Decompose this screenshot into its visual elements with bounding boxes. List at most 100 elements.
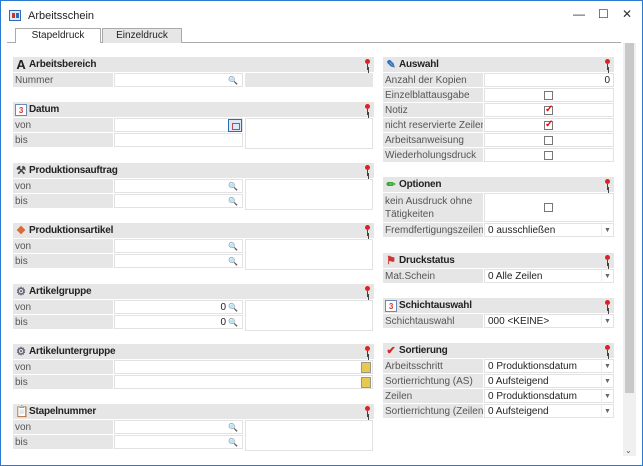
search-icon[interactable]: 🔍 <box>228 438 238 447</box>
artikelgruppe-bis-input[interactable]: 0 🔍 <box>114 315 243 329</box>
section-title: Datum <box>29 104 60 115</box>
field-label: Nummer <box>13 73 113 87</box>
tab-bar: Stapeldruck Einzeldruck <box>7 28 621 44</box>
section-title: Produktionsartikel <box>29 225 114 236</box>
pin-icon[interactable] <box>365 286 371 298</box>
range-info <box>245 300 373 331</box>
vertical-scrollbar[interactable]: ⌄ <box>623 43 636 456</box>
kein-ausdruck-checkbox[interactable] <box>544 203 553 212</box>
search-icon[interactable]: 🔍 <box>228 182 238 191</box>
items-icon: ❖ <box>16 225 26 237</box>
pin-icon[interactable] <box>605 300 611 312</box>
pin-icon[interactable] <box>605 179 611 191</box>
title-bar: Arbeitsschein — ☐ ✕ <box>1 1 642 29</box>
app-icon <box>9 10 21 21</box>
stapelnummer-von-input[interactable]: 🔍 <box>114 420 243 434</box>
calendar-picker-icon[interactable] <box>228 119 242 132</box>
field-label: Wiederholungsdruck <box>383 148 483 162</box>
minimize-button[interactable]: — <box>573 7 585 21</box>
chevron-down-icon[interactable]: ▼ <box>601 270 613 283</box>
field-label: Notiz <box>383 103 483 117</box>
range-info <box>245 420 373 451</box>
field-label: von <box>13 118 113 132</box>
pin-icon[interactable] <box>365 225 371 237</box>
section-artikelgruppe: ⚙ Artikelgruppe von 0 🔍 bis 0 🔍 <box>13 284 374 331</box>
lookup-icon[interactable] <box>361 377 371 388</box>
pin-icon[interactable] <box>365 346 371 358</box>
wiederholungsdruck-checkbox[interactable] <box>544 151 553 160</box>
artikelgruppe-von-input[interactable]: 0 🔍 <box>114 300 243 314</box>
section-title: Schichtauswahl <box>399 300 472 311</box>
search-icon[interactable]: 🔍 <box>228 303 238 312</box>
field-label: von <box>13 300 113 314</box>
close-button[interactable]: ✕ <box>622 7 633 21</box>
section-title: Optionen <box>399 179 442 190</box>
nicht-reservierte-zeilen-checkbox[interactable]: ✓ <box>544 119 554 130</box>
lookup-icon[interactable] <box>361 362 371 373</box>
fremdfertigung-select[interactable]: 0 ausschließen ▼ <box>484 223 614 237</box>
stapelnummer-bis-input[interactable]: 🔍 <box>114 435 243 449</box>
checkbox-cell <box>484 148 614 162</box>
kopien-input[interactable]: 0 <box>484 73 614 87</box>
section-title: Artikeluntergruppe <box>29 346 116 357</box>
chevron-down-icon[interactable]: ▼ <box>601 390 613 403</box>
chevron-down-icon[interactable]: ▼ <box>601 315 613 328</box>
search-icon[interactable]: 🔍 <box>228 197 238 206</box>
einzelblattausgabe-checkbox[interactable] <box>544 91 553 100</box>
tab-stapeldruck[interactable]: Stapeldruck <box>15 28 101 44</box>
mat-schein-select[interactable]: 0 Alle Zeilen ▼ <box>484 269 614 283</box>
search-icon[interactable]: 🔍 <box>228 242 238 251</box>
pin-icon[interactable] <box>365 406 371 418</box>
search-icon[interactable]: 🔍 <box>228 257 238 266</box>
produktionsauftrag-von-input[interactable]: 🔍 <box>114 179 243 193</box>
produktionsartikel-bis-input[interactable]: 🔍 <box>114 254 243 268</box>
pin-icon[interactable] <box>365 59 371 71</box>
datum-bis-input[interactable] <box>114 133 243 147</box>
datum-von-input[interactable] <box>114 118 243 132</box>
chevron-down-icon[interactable]: ▼ <box>601 360 613 373</box>
range-info <box>245 179 373 210</box>
search-icon[interactable]: 🔍 <box>228 423 238 432</box>
artikeluntergruppe-von-input[interactable] <box>114 360 373 374</box>
notiz-checkbox[interactable]: ✓ <box>544 104 554 115</box>
pin-icon[interactable] <box>365 165 371 177</box>
letter-a-icon: A <box>16 57 26 72</box>
checkbox-cell <box>484 193 614 222</box>
pin-icon[interactable] <box>365 104 371 116</box>
chevron-down-icon[interactable]: ▼ <box>601 405 613 418</box>
field-label: bis <box>13 254 113 268</box>
arbeitsanweisung-checkbox[interactable] <box>544 136 553 145</box>
section-title: Artikelgruppe <box>29 286 92 297</box>
nummer-input[interactable]: 🔍 <box>114 73 243 87</box>
zeilen-select[interactable]: 0 Produktionsdatum ▼ <box>484 389 614 403</box>
section-auswahl: ✎ Auswahl Anzahl der Kopien 0 Einzelblatta… <box>383 57 614 163</box>
checkbox-cell: ✓ <box>484 103 614 117</box>
field-label: bis <box>13 435 113 449</box>
scroll-down-icon[interactable]: ⌄ <box>625 446 632 455</box>
section-schichtauswahl: 3 Schichtauswahl Schichtauswahl 000 <KEINE… <box>383 298 614 329</box>
produktionsauftrag-bis-input[interactable]: 🔍 <box>114 194 243 208</box>
pin-icon[interactable] <box>605 255 611 267</box>
chevron-down-icon[interactable]: ▼ <box>601 224 613 237</box>
section-title: Auswahl <box>399 59 439 70</box>
artikeluntergruppe-bis-input[interactable] <box>114 375 373 389</box>
produktionsartikel-von-input[interactable]: 🔍 <box>114 239 243 253</box>
field-label: von <box>13 420 113 434</box>
section-produktionsauftrag: ⚒ Produktionsauftrag von 🔍 bis 🔍 <box>13 163 374 210</box>
chevron-down-icon[interactable]: ▼ <box>601 375 613 388</box>
scrollbar-thumb[interactable] <box>625 43 634 393</box>
sortierrichtung-zeilen-select[interactable]: 0 Aufsteigend ▼ <box>484 404 614 418</box>
field-label: bis <box>13 133 113 147</box>
maximize-button[interactable]: ☐ <box>598 7 609 21</box>
section-title: Sortierung <box>399 345 448 356</box>
search-icon[interactable]: 🔍 <box>228 318 238 327</box>
schichtauswahl-select[interactable]: 000 <KEINE> ▼ <box>484 314 614 328</box>
arbeitsschritt-select[interactable]: 0 Produktionsdatum ▼ <box>484 359 614 373</box>
pin-icon[interactable] <box>605 345 611 357</box>
sortierrichtung-as-select[interactable]: 0 Aufsteigend ▼ <box>484 374 614 388</box>
tab-einzeldruck[interactable]: Einzeldruck <box>102 28 182 43</box>
search-icon[interactable]: 🔍 <box>228 76 238 85</box>
pin-icon[interactable] <box>605 59 611 71</box>
clipboard-icon: 📋 <box>15 406 29 418</box>
